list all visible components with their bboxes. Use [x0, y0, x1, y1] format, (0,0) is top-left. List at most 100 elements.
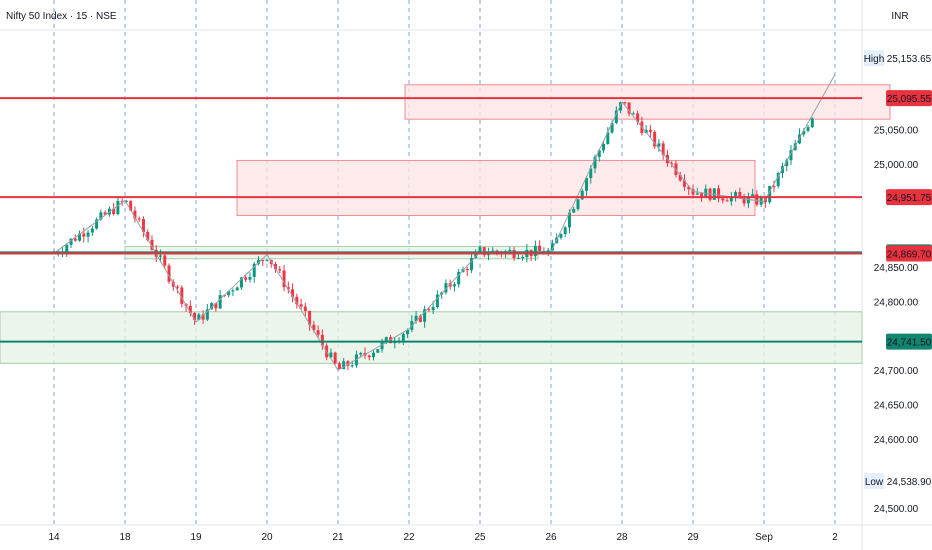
candle-body: [729, 196, 733, 202]
candle-body: [218, 295, 222, 309]
candle-body: [627, 102, 631, 114]
chart-title: Nifty 50 Index · 15 · NSE: [6, 11, 117, 22]
candle-body: [376, 349, 380, 353]
candle-body: [103, 212, 107, 215]
candle-body: [597, 150, 601, 157]
candle-body: [295, 296, 299, 305]
candle-body: [120, 200, 124, 202]
candle-body: [124, 200, 128, 202]
low-value: 24,538.90: [887, 477, 932, 488]
candle-body: [329, 352, 333, 358]
candle-body: [431, 306, 435, 311]
candle-body: [725, 200, 729, 202]
candle-body: [86, 232, 90, 237]
candle-body: [210, 303, 214, 310]
candle-body: [550, 243, 554, 251]
candle-body: [653, 131, 657, 147]
low-tag: [864, 473, 884, 490]
pattern-line: [53, 199, 126, 254]
candle-body: [252, 263, 256, 277]
support-zone: [0, 311, 863, 364]
candle-body: [457, 272, 461, 285]
resistance-zone: [236, 159, 756, 216]
candle-body: [372, 352, 375, 358]
candle-body: [367, 355, 371, 358]
candle-body: [176, 286, 180, 288]
level-label: 25,095.55: [887, 94, 932, 105]
candle-body: [636, 113, 640, 122]
pattern-line: [763, 74, 836, 202]
candle-body: [159, 255, 162, 257]
y-tick-label: 24,600.00: [874, 435, 919, 446]
candle-body: [465, 269, 469, 271]
candle-body: [205, 309, 209, 320]
candle-body: [201, 314, 205, 320]
candle-body: [286, 287, 290, 290]
pattern-line: [195, 254, 268, 323]
candle-body: [65, 244, 69, 253]
candle-body: [116, 200, 120, 215]
candle-body: [619, 102, 623, 111]
candle-body: [239, 277, 243, 288]
candle-body: [193, 312, 197, 321]
candle-body: [474, 252, 478, 259]
level-tag: [886, 189, 932, 206]
candle-body: [231, 290, 235, 292]
candle-body: [235, 287, 239, 291]
candle-body: [751, 194, 755, 197]
candle-body: [721, 198, 725, 201]
resistance-zone: [404, 84, 891, 120]
candle-body: [469, 258, 473, 271]
candle-body: [406, 329, 410, 335]
candle-body: [112, 208, 116, 215]
candle-body: [82, 233, 86, 237]
candle-body: [606, 132, 610, 144]
pattern-line: [550, 101, 623, 253]
candle-body: [248, 276, 252, 280]
candle-body: [278, 269, 282, 271]
candle-body: [755, 194, 759, 205]
level-label: 24,869.70: [887, 250, 932, 261]
level-tag: [886, 90, 932, 107]
candle-body: [299, 304, 303, 307]
candle-body: [482, 247, 486, 256]
candle-body: [78, 233, 82, 241]
candle-body: [244, 277, 248, 280]
candle-body: [418, 315, 422, 322]
candle-body: [742, 196, 746, 204]
x-tick-label: Sep: [755, 532, 773, 543]
candle-body: [380, 341, 384, 350]
candle-body: [785, 160, 789, 167]
candle-body: [265, 259, 269, 261]
candle-body: [337, 363, 341, 370]
candle-body: [256, 260, 260, 264]
high-label: High: [864, 54, 885, 65]
candle-body: [657, 143, 661, 147]
candle-body: [661, 143, 665, 155]
candle-body: [359, 352, 363, 355]
candle-body: [303, 306, 307, 312]
candle-body: [593, 156, 597, 169]
candle-body: [772, 185, 776, 187]
candle-body: [538, 245, 542, 252]
candle-body: [282, 270, 286, 288]
candle-body: [90, 228, 94, 233]
candle-body: [150, 239, 154, 250]
low-label: Low: [865, 477, 884, 488]
candle-body: [572, 209, 576, 213]
x-tick-label: 28: [616, 532, 628, 543]
candle-body: [333, 352, 337, 364]
pattern-line: [266, 254, 339, 371]
candle-body: [614, 110, 618, 124]
candle-body: [452, 284, 456, 287]
candle-body: [274, 264, 278, 270]
y-tick-label: 24,700.00: [874, 366, 919, 377]
x-tick-label: 22: [403, 532, 415, 543]
candle-body: [163, 255, 167, 266]
candle-body: [508, 249, 512, 252]
candle-body: [682, 180, 686, 187]
x-tick-label: 29: [687, 532, 699, 543]
candle-body: [427, 309, 431, 311]
